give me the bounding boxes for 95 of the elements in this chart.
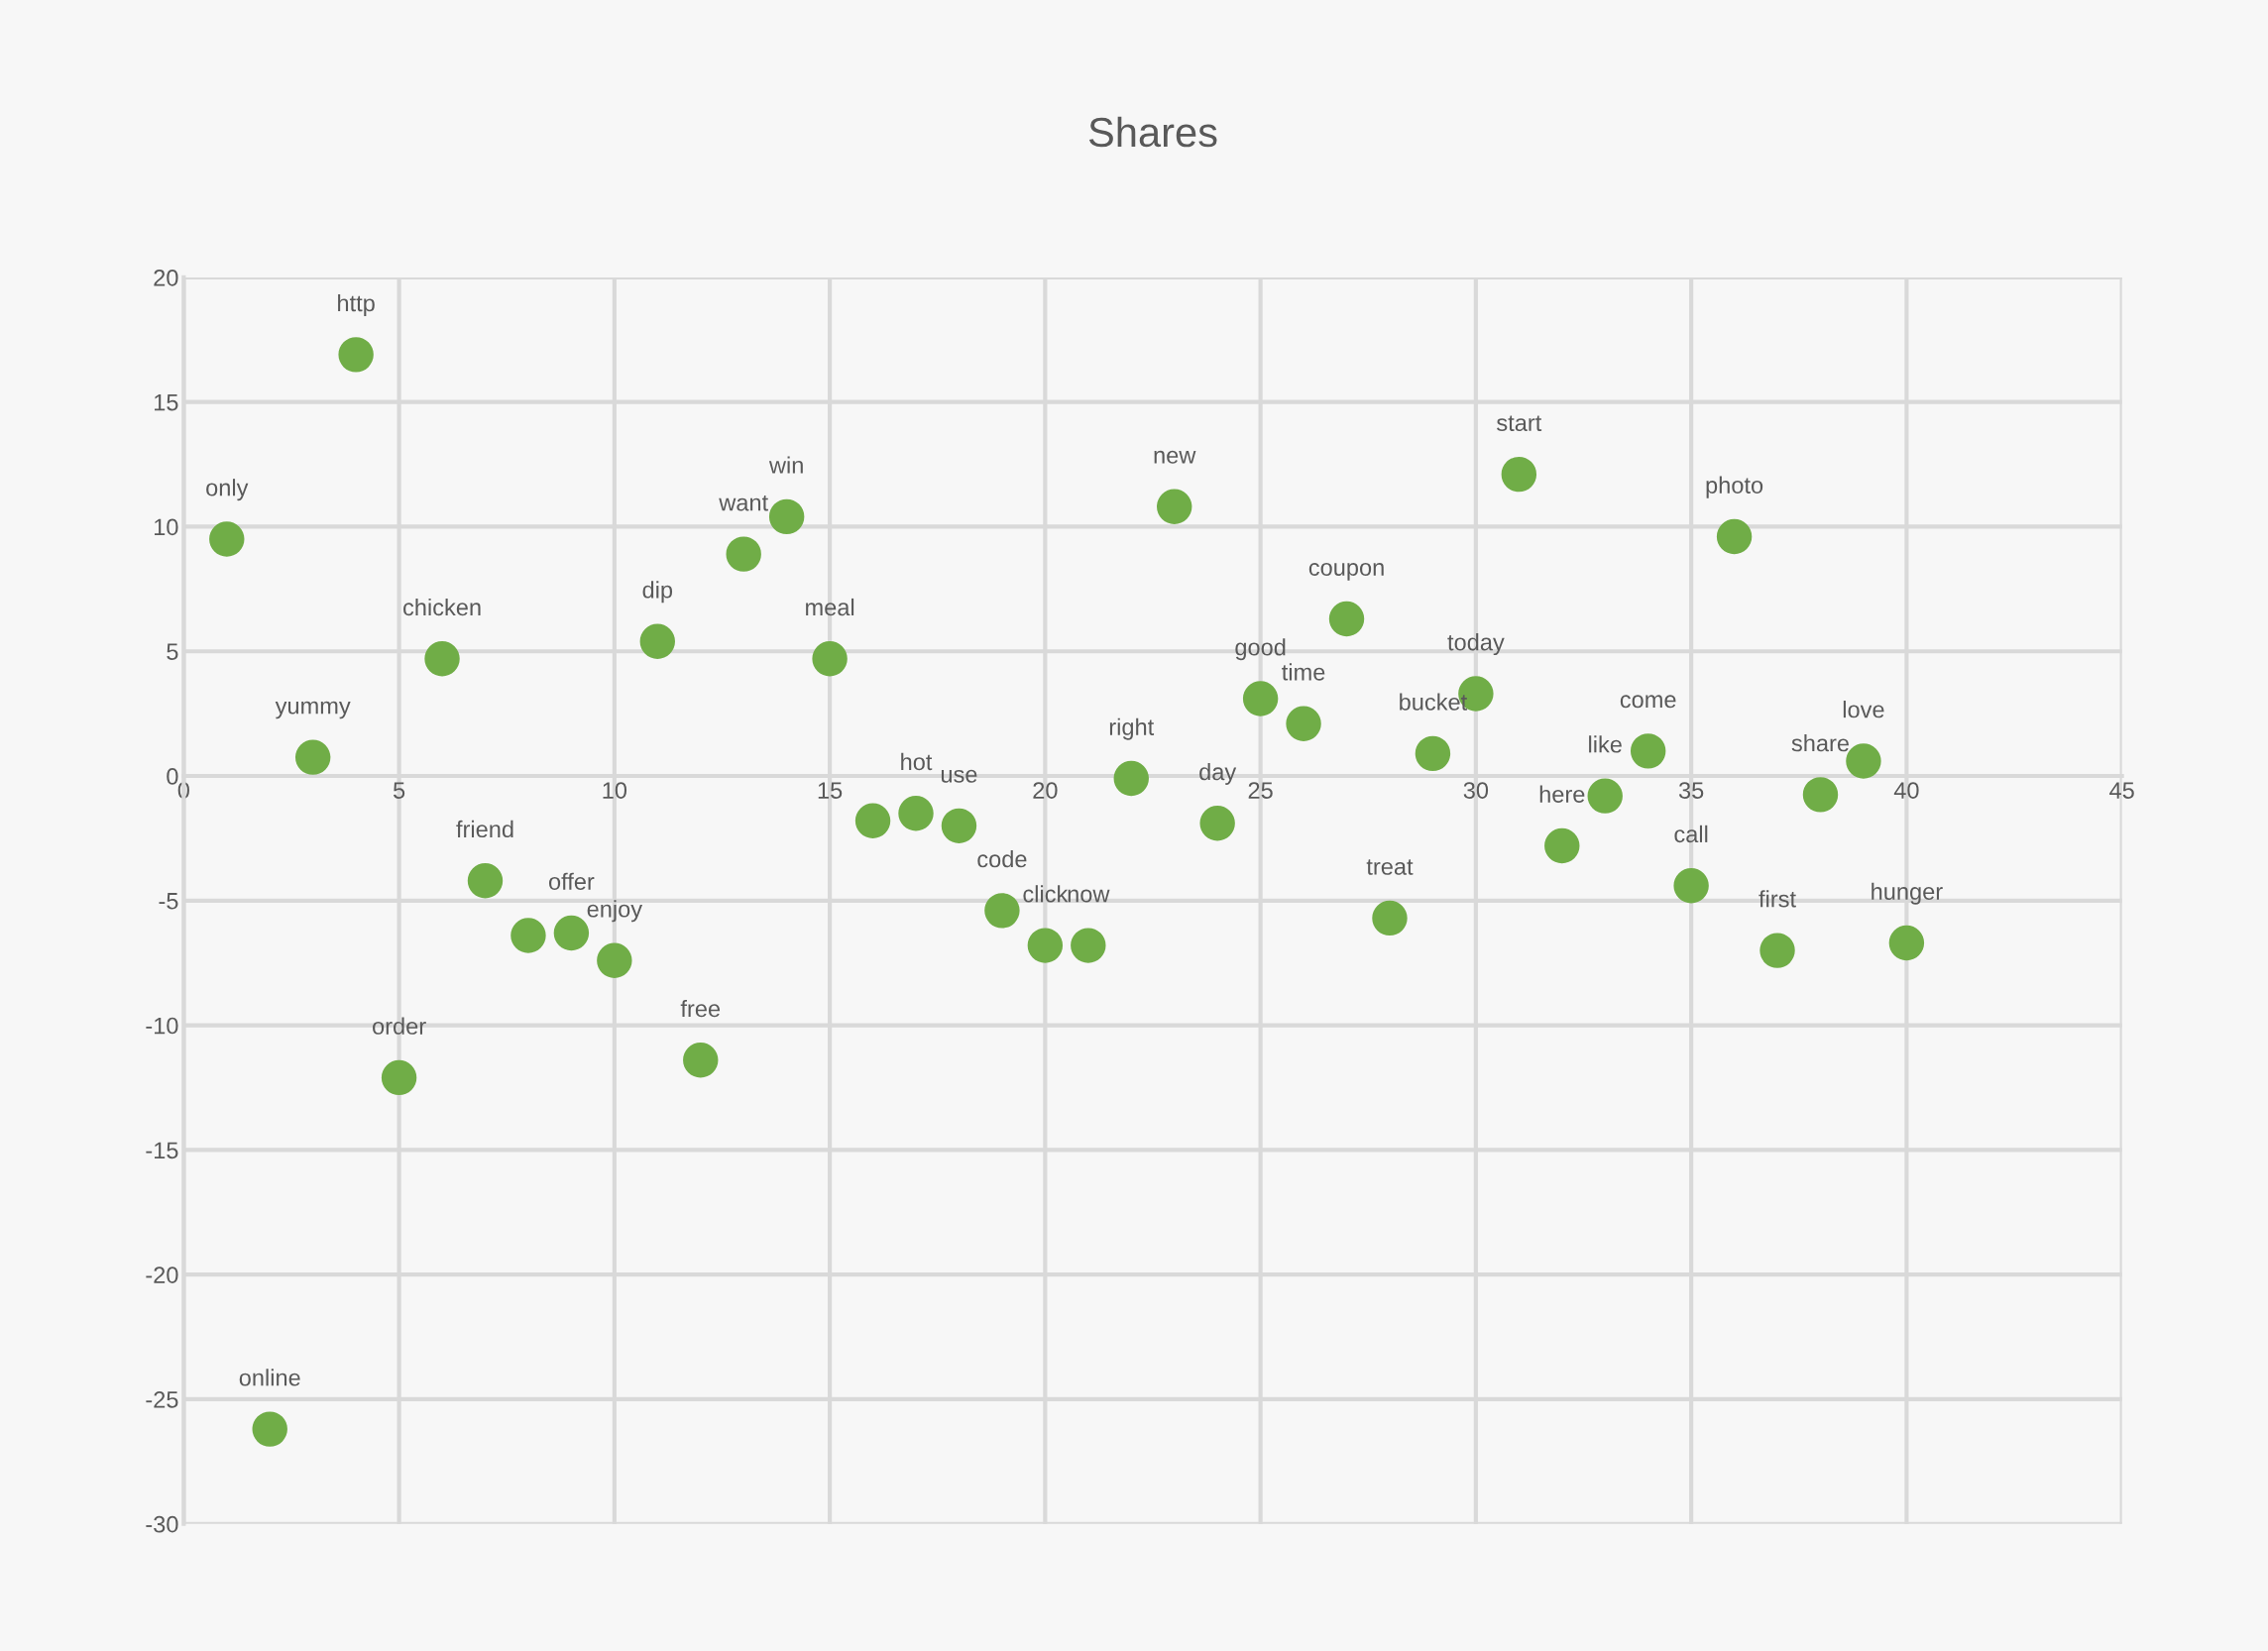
- point: [1113, 760, 1149, 797]
- y-tick-label: 15: [155, 393, 178, 411]
- annotation: use: [941, 769, 977, 783]
- point: [1802, 777, 1839, 813]
- annotation: enjoy: [587, 900, 643, 923]
- annotation: new: [1154, 450, 1196, 464]
- x-tick-label: 40: [1893, 782, 1919, 799]
- point: [424, 641, 460, 677]
- y-tick-label: -5: [159, 893, 178, 910]
- annotation: free: [680, 999, 721, 1018]
- point: [1027, 928, 1064, 963]
- annotation: win: [768, 456, 803, 474]
- annotation: code: [977, 849, 1027, 868]
- x-tick-label: 35: [1678, 782, 1704, 799]
- point: [1888, 925, 1925, 961]
- point: [1286, 706, 1321, 741]
- y-tick-label: 0: [167, 768, 178, 785]
- point: [294, 739, 331, 775]
- x-tick-label: 20: [1033, 782, 1058, 799]
- annotation: like: [1589, 735, 1622, 753]
- annotation: share: [1791, 733, 1849, 752]
- annotation: yummy: [275, 701, 351, 719]
- annotation: coupon: [1308, 563, 1384, 581]
- point: [1071, 928, 1106, 963]
- annotation: want: [719, 495, 768, 511]
- annotation: treat: [1366, 859, 1414, 875]
- point: [639, 623, 675, 659]
- point: [1759, 933, 1795, 968]
- point: [1716, 518, 1753, 555]
- point: [1328, 601, 1365, 637]
- point: [1415, 735, 1451, 772]
- y-tick-label: -15: [146, 1142, 178, 1159]
- point: [768, 498, 805, 535]
- annotation: start: [1497, 415, 1542, 432]
- annotation: photo: [1706, 476, 1763, 498]
- annotation: friend: [456, 820, 513, 838]
- y-tick-label: 5: [167, 643, 178, 661]
- x-tick-label: 5: [393, 782, 405, 799]
- x-tick-label: 25: [1248, 782, 1273, 799]
- x-tick-label: 45: [2109, 782, 2134, 799]
- point: [898, 796, 934, 831]
- annotation: only: [206, 479, 249, 501]
- annotation: chicken: [403, 598, 481, 616]
- point: [467, 862, 504, 899]
- annotation: here: [1539, 785, 1585, 803]
- annotation: online: [239, 1369, 300, 1386]
- annotation: order: [373, 1017, 426, 1035]
- point: [1199, 806, 1235, 841]
- point: [381, 1059, 417, 1096]
- x-tick-label: 10: [603, 782, 627, 799]
- annotation: today: [1447, 633, 1505, 656]
- annotation: dip: [642, 581, 673, 604]
- point: [1630, 733, 1666, 769]
- annotation: call: [1674, 825, 1708, 843]
- chart-title: Shares: [1088, 116, 1217, 148]
- y-tick-label: -25: [146, 1391, 178, 1408]
- y-tick-label: 10: [155, 518, 178, 536]
- annotation: love: [1843, 701, 1884, 718]
- point: [1673, 868, 1709, 904]
- annotation: now: [1068, 889, 1110, 903]
- annotation: first: [1758, 890, 1796, 908]
- annotation: http: [338, 293, 375, 316]
- point: [1501, 456, 1537, 493]
- x-tick-label: 15: [818, 782, 843, 799]
- y-tick-label: -20: [146, 1266, 178, 1283]
- point: [597, 942, 632, 978]
- annotation: day: [1199, 762, 1237, 785]
- point: [209, 521, 245, 557]
- y-tick-label: -10: [146, 1017, 178, 1035]
- annotation: offer: [548, 872, 595, 890]
- point: [1157, 489, 1192, 525]
- point: [854, 803, 891, 839]
- annotation: right: [1109, 717, 1155, 740]
- point: [812, 641, 848, 677]
- point: [941, 808, 977, 844]
- point: [1587, 778, 1623, 814]
- point: [338, 337, 374, 373]
- point: [510, 918, 546, 953]
- annotation: good: [1235, 638, 1286, 661]
- annotation: hot: [901, 752, 933, 771]
- annotation: meal: [806, 598, 854, 616]
- point: [1372, 900, 1408, 936]
- point: [252, 1411, 287, 1447]
- point: [683, 1043, 719, 1078]
- annotation: hunger: [1871, 882, 1943, 905]
- x-tick-label: 30: [1463, 782, 1489, 799]
- point: [984, 893, 1020, 929]
- annotation: time: [1282, 663, 1325, 681]
- y-tick-label: 20: [154, 269, 178, 286]
- y-tick-label: -30: [146, 1515, 178, 1533]
- point: [1242, 681, 1279, 716]
- point: [1544, 827, 1580, 864]
- point: [726, 536, 761, 572]
- annotation: click: [1023, 885, 1069, 903]
- annotation: come: [1620, 695, 1676, 709]
